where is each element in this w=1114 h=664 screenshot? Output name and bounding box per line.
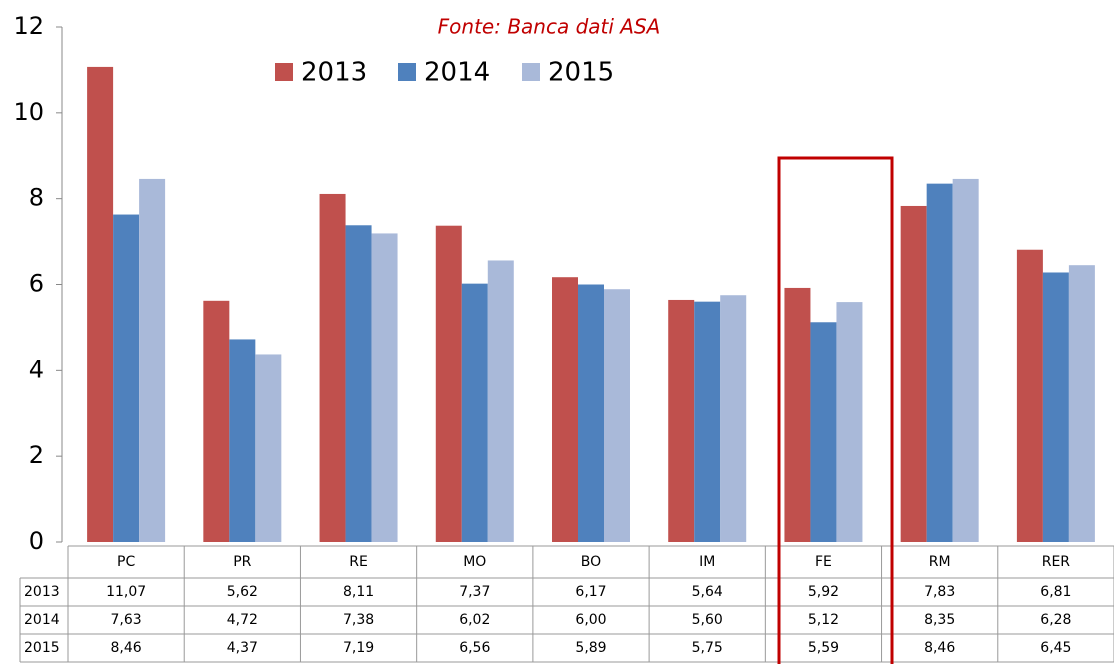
table-cell: 5,75 <box>692 640 723 656</box>
bar <box>487 260 514 542</box>
bar <box>952 178 979 543</box>
table-cell: 8,35 <box>924 612 955 628</box>
table-row-label: 2015 <box>24 640 60 656</box>
bar <box>371 233 398 542</box>
bar <box>926 183 953 543</box>
table-cell: 5,89 <box>575 640 606 656</box>
chart-title: Fonte: Banca dati ASA <box>438 15 661 39</box>
table-cell: 5,64 <box>692 584 723 600</box>
y-tick-label: 4 <box>29 355 44 383</box>
table-cell: 7,37 <box>459 584 490 600</box>
table-cell: 6,56 <box>459 640 490 656</box>
y-tick-label: 0 <box>29 527 44 555</box>
bar <box>113 214 140 542</box>
table-cell: 6,28 <box>1040 612 1071 628</box>
bar <box>345 225 372 542</box>
y-tick-label: 12 <box>13 12 44 40</box>
bar <box>810 322 837 542</box>
bar <box>1042 272 1069 542</box>
table-row-label: 2014 <box>24 612 60 628</box>
x-tick-label: MO <box>463 554 486 570</box>
bar <box>836 302 863 542</box>
table-cell: 8,46 <box>924 640 955 656</box>
x-tick-label: RM <box>929 554 951 570</box>
x-tick-label: RE <box>349 554 368 570</box>
legend-label: 2014 <box>424 58 490 88</box>
bar <box>1016 249 1043 543</box>
table-cell: 7,19 <box>343 640 374 656</box>
table-cell: 5,60 <box>692 612 723 628</box>
bar <box>604 289 630 542</box>
table-cell: 7,83 <box>924 584 955 600</box>
highlight-box <box>777 156 894 664</box>
bar <box>552 277 578 542</box>
legend-swatch <box>398 63 416 81</box>
table-cell: 4,37 <box>227 640 258 656</box>
legend-label: 2015 <box>548 58 614 88</box>
bar <box>435 225 462 542</box>
table-cell: 6,17 <box>575 584 606 600</box>
bar <box>461 283 488 542</box>
table-cell: 7,63 <box>111 612 142 628</box>
table-cell: 5,59 <box>808 640 839 656</box>
table-cell: 4,72 <box>227 612 258 628</box>
y-tick-label: 8 <box>29 184 44 212</box>
bar <box>720 295 747 542</box>
legend-swatch <box>522 63 540 81</box>
table-cell: 5,62 <box>227 584 258 600</box>
table-cell: 6,02 <box>459 612 490 628</box>
x-tick-label: PR <box>233 554 251 570</box>
table-cell: 8,11 <box>343 584 374 600</box>
bar <box>87 66 114 542</box>
bar <box>203 300 230 542</box>
table-cell: 7,38 <box>343 612 374 628</box>
bar <box>668 299 695 542</box>
bar <box>139 178 166 543</box>
table-cell: 6,00 <box>575 612 606 628</box>
bar <box>229 339 256 542</box>
table-cell: 5,92 <box>808 584 839 600</box>
x-tick-label: IM <box>699 554 715 570</box>
bar <box>694 301 721 542</box>
y-tick-label: 6 <box>29 270 44 298</box>
table-cell: 6,45 <box>1040 640 1071 656</box>
legend-label: 2013 <box>301 58 367 88</box>
bar <box>578 284 604 542</box>
y-tick-label: 2 <box>29 441 44 469</box>
table-cell: 5,12 <box>808 612 839 628</box>
bar <box>784 287 811 542</box>
bar <box>319 193 346 542</box>
y-tick-label: 10 <box>13 98 44 126</box>
x-tick-label: RER <box>1042 554 1071 570</box>
x-tick-label: BO <box>581 554 601 570</box>
table-row-label: 2013 <box>24 584 60 600</box>
legend-swatch <box>275 63 293 81</box>
table-cell: 11,07 <box>106 584 146 600</box>
table-cell: 8,46 <box>111 640 142 656</box>
bar <box>1068 265 1095 542</box>
bar <box>255 354 282 542</box>
table-cell: 6,81 <box>1040 584 1071 600</box>
bar <box>900 205 927 542</box>
x-tick-label: FE <box>815 554 832 570</box>
x-tick-label: PC <box>117 554 135 570</box>
